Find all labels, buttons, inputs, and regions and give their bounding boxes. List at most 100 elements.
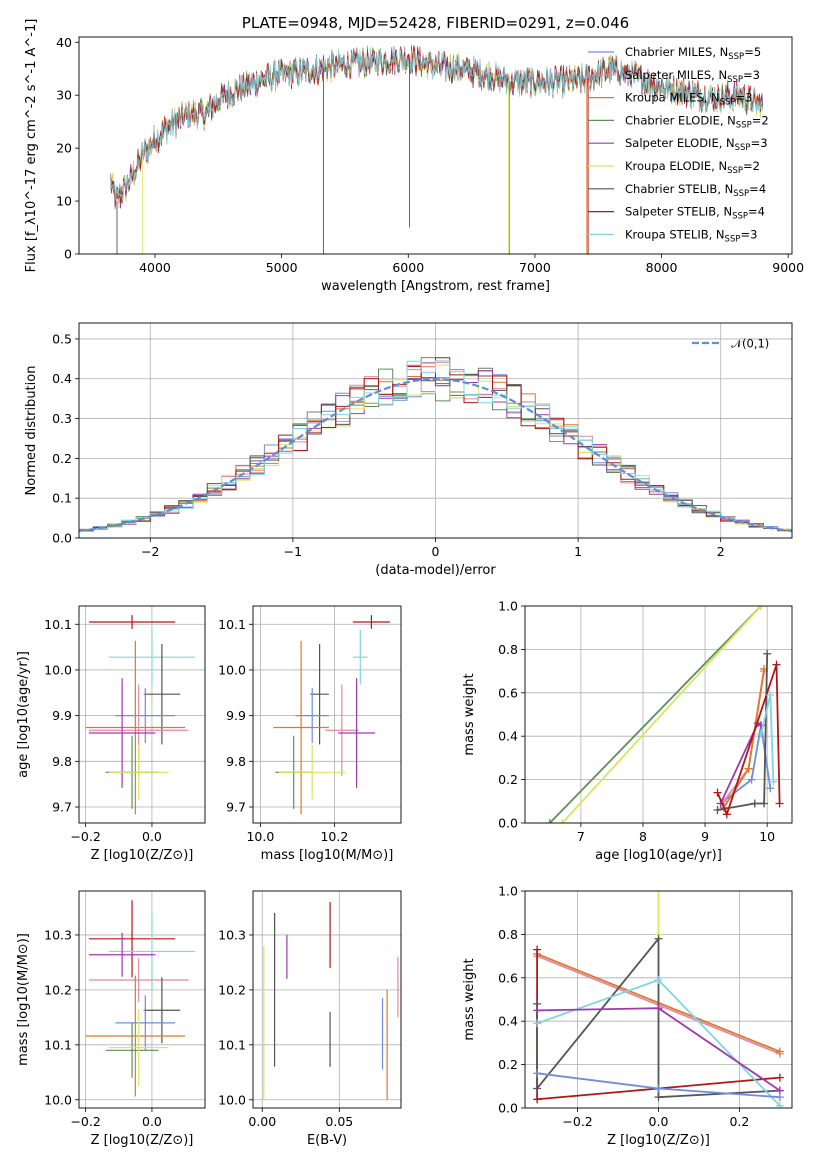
legend-entry: 𝒩(0,1) <box>731 337 769 351</box>
y-tick-label: 10.1 <box>218 617 246 632</box>
weight-vs-metallicity-panel: −0.2 0.0 0.2 0.0 0.2 0.4 0.6 0.8 1.0 Z [log10(Z/Z… <box>462 884 793 1148</box>
y-tick-label: 1.0 <box>498 599 518 614</box>
y-tick-label: 9.8 <box>226 754 246 769</box>
x-axis-label: wavelength [Angstrom, rest frame] <box>321 279 550 294</box>
y-tick-label: 1.0 <box>498 884 518 899</box>
weight-marker <box>763 649 772 658</box>
legend-nssp-subscript: SSP <box>720 98 736 108</box>
legend-series-name: Kroupa ELODIE <box>625 159 711 173</box>
weight-line-salpeter-stelib <box>716 664 781 817</box>
gridlines <box>253 606 401 823</box>
x-tick-label: −1 <box>284 544 302 559</box>
x-tick-label: 0.00 <box>248 1114 276 1129</box>
residuals-panel: −2 −1 0 1 2 0.0 0.1 0.2 0.3 0.4 0.5 (data-model)/er… <box>24 322 793 578</box>
x-tick-label: 4000 <box>139 260 171 275</box>
x-tick-label: 0.0 <box>142 1114 162 1129</box>
legend-series-name: Chabrier STELIB <box>625 182 717 196</box>
weight-marker <box>713 805 722 814</box>
y-tick-label: 0.8 <box>498 642 518 657</box>
legend-entry: Chabrier ELODIE, NSSP=2 <box>625 113 769 130</box>
y-tick-label: 0.4 <box>52 371 72 386</box>
x-tick-label: −0.2 <box>562 1114 592 1129</box>
ticks <box>521 890 740 1112</box>
y-tick-label: 30 <box>56 88 72 103</box>
y-tick-label: 10.0 <box>218 662 246 677</box>
legend-series-name: Kroupa STELIB <box>625 227 709 241</box>
legend-entry: Kroupa STELIB, NSSP=3 <box>625 227 757 244</box>
legend-nssp-eq: = <box>751 136 761 150</box>
plot-frame <box>78 322 793 539</box>
legend-nssp-eq: = <box>743 68 753 82</box>
y-tick-label: 0.1 <box>52 491 72 506</box>
y-tick-label: 0.2 <box>498 772 518 787</box>
y-tick-label: 0.2 <box>498 1057 518 1072</box>
weight-line-chabrier-stelib <box>536 936 780 1099</box>
legend-nssp-eq: = <box>744 45 754 59</box>
x-axis-label: E(B-V) <box>307 1133 347 1148</box>
legend-nssp-prefix: , N <box>720 113 736 127</box>
y-tick-label: 0.4 <box>498 729 518 744</box>
legend-nssp-prefix: , N <box>711 159 727 173</box>
y-tick-label: 10.0 <box>218 1092 246 1107</box>
chart-title: PLATE=0948, MJD=52428, FIBERID=0291, z=0… <box>242 14 629 32</box>
age-vs-mass-panel: 10.0 10.2 9.7 9.8 9.9 10.0 10.1 mass [log10(M/M… <box>218 605 402 863</box>
y-tick-label: 10.3 <box>218 927 246 942</box>
y-tick-label: 10.2 <box>218 982 246 997</box>
legend-nssp-prefix: , N <box>711 68 727 82</box>
x-tick-label: −0.2 <box>70 1114 100 1129</box>
weight-marker <box>654 1084 663 1093</box>
x-axis-label: Z [log10(Z/Z⊙)] <box>607 1133 710 1148</box>
gridlines <box>79 891 205 1108</box>
weight-marker <box>769 777 778 786</box>
legend-nssp-value: 2 <box>753 159 760 173</box>
y-axis-label: Normed distribution <box>24 366 39 496</box>
x-tick-label: 6000 <box>392 260 424 275</box>
y-axis-label: mass weight <box>462 958 477 1040</box>
legend-entry: Salpeter STELIB, NSSP=4 <box>625 205 765 222</box>
x-tick-label: −2 <box>141 544 159 559</box>
legend-nssp-value: 5 <box>754 45 761 59</box>
y-tick-label: 0.2 <box>52 451 72 466</box>
weight-marker <box>756 730 765 739</box>
legend-nssp-value: 3 <box>753 68 760 82</box>
legend-nssp-eq: = <box>752 113 762 127</box>
weight-marker <box>722 810 731 819</box>
ticks <box>75 41 789 258</box>
x-tick-label: −0.2 <box>70 829 100 844</box>
histogram-kroupa-stelib <box>79 360 792 534</box>
weight-marker <box>533 945 542 954</box>
ticks <box>249 623 335 827</box>
weight-marker <box>775 1047 784 1056</box>
plot-frame <box>78 36 793 255</box>
x-tick-label: 0 <box>432 544 440 559</box>
y-tick-label: 0.6 <box>498 685 518 700</box>
gridlines <box>253 891 401 1108</box>
weight-marker <box>756 606 765 610</box>
legend-nssp-subscript: SSP <box>733 189 749 199</box>
age-vs-metallicity-panel: −0.2 0.0 9.7 9.8 9.9 10.0 10.1 Z [log10(Z/Z⊙)] a… <box>16 605 206 863</box>
legend-nssp-eq: = <box>748 205 758 219</box>
legend-nssp-eq: = <box>743 159 753 173</box>
x-axis-label: Z [log10(Z/Z⊙)] <box>91 848 194 863</box>
ticks <box>75 934 153 1112</box>
plot-area <box>533 891 784 1108</box>
normal-reference-curve <box>79 378 792 533</box>
y-tick-label: 9.7 <box>226 800 246 815</box>
ticks <box>75 623 153 827</box>
plot-area <box>273 615 390 815</box>
y-axis-label: mass weight <box>462 673 477 755</box>
y-tick-label: 0.3 <box>52 411 72 426</box>
plot-area <box>545 606 784 823</box>
plot-frame <box>78 605 206 824</box>
legend-nssp-subscript: SSP <box>727 75 743 85</box>
gridlines <box>79 606 205 823</box>
legend-nssp-eq: = <box>735 91 745 105</box>
legend-nssp-prefix: , N <box>717 182 733 196</box>
legend-series-name: Salpeter STELIB <box>625 205 716 219</box>
x-tick-label: 0.2 <box>729 1114 749 1129</box>
x-tick-label: 7000 <box>519 260 551 275</box>
legend-nssp-value: 3 <box>745 91 752 105</box>
weight-marker <box>775 799 784 808</box>
weight-marker <box>775 1073 784 1082</box>
